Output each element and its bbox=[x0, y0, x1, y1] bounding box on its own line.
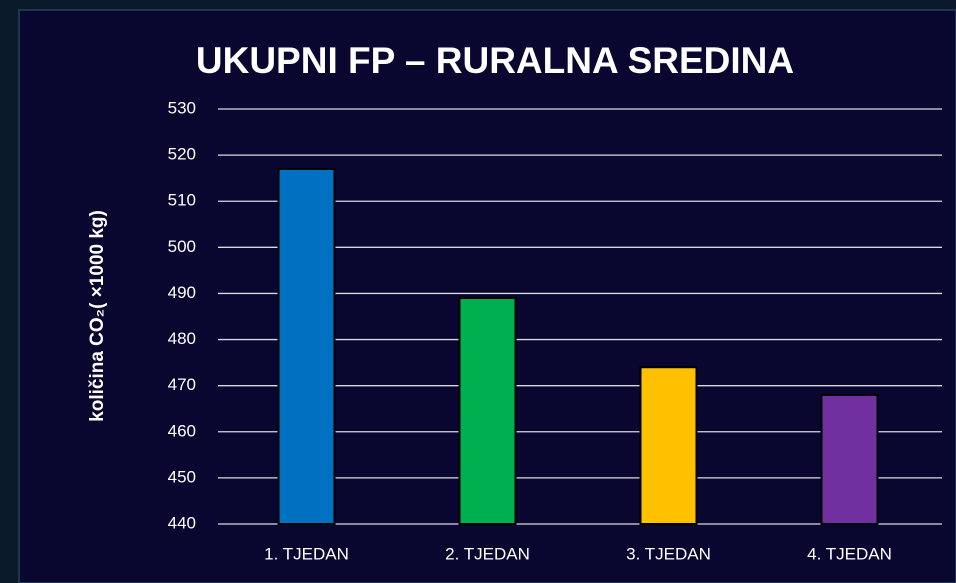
y-tick-label: 470 bbox=[168, 375, 196, 394]
x-tick-label: 2. TJEDAN bbox=[445, 544, 530, 563]
bar bbox=[277, 167, 336, 525]
bar bbox=[458, 297, 517, 525]
y-tick-label: 510 bbox=[168, 191, 196, 210]
x-tick-label: 4. TJEDAN bbox=[807, 544, 892, 563]
y-tick-label: 490 bbox=[168, 283, 196, 302]
bar bbox=[639, 366, 698, 525]
y-tick-label: 520 bbox=[168, 145, 196, 164]
bar bbox=[820, 393, 879, 525]
y-tick-label: 450 bbox=[168, 467, 196, 486]
x-tick-label: 3. TJEDAN bbox=[626, 544, 711, 563]
y-tick-label: 440 bbox=[168, 513, 196, 532]
y-axis-label: količina CO₂( ×1000 kg) bbox=[87, 210, 108, 422]
y-tick-label: 500 bbox=[168, 237, 196, 256]
y-tick-label: 480 bbox=[168, 329, 196, 348]
y-tick-label: 460 bbox=[168, 421, 196, 440]
y-tick-label: 530 bbox=[168, 98, 196, 117]
x-tick-label: 1. TJEDAN bbox=[264, 544, 349, 563]
chart-title: UKUPNI FP – RURALNA SREDINA bbox=[196, 40, 794, 81]
